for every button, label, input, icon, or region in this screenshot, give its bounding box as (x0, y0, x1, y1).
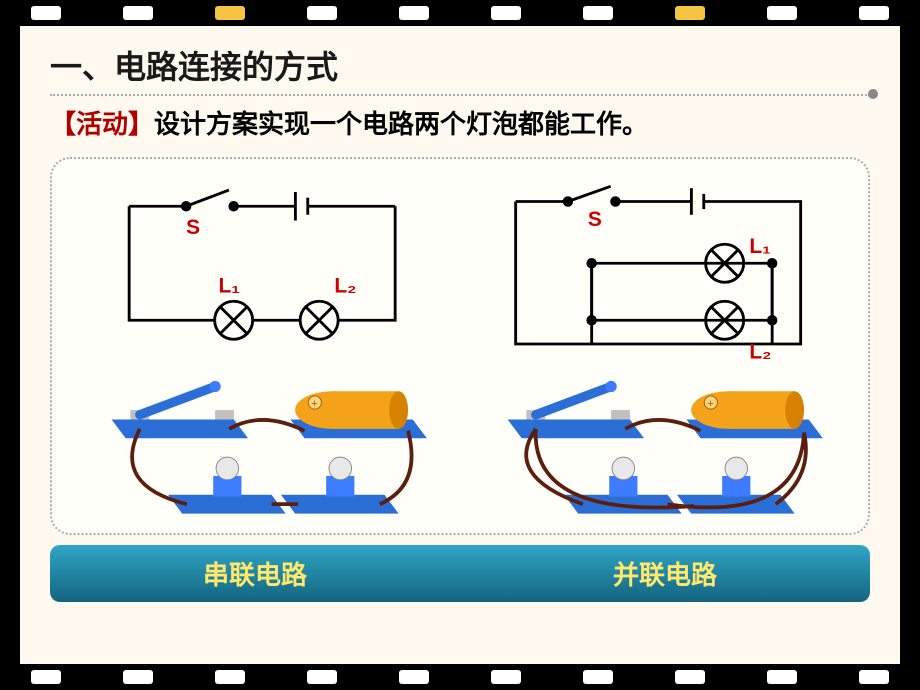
activity-text: 设计方案实现一个电路两个灯泡都能工作。 (154, 109, 648, 139)
activity-label: 【活动】 (50, 109, 154, 139)
switch-component (507, 381, 643, 438)
parallel-label: 并联电路 (613, 555, 717, 592)
parallel-schematic: S L₁ L₂ (476, 173, 840, 363)
activity-line: 【活动】设计方案实现一个电路两个灯泡都能工作。 (20, 96, 900, 149)
label-bar: 串联电路 并联电路 (50, 545, 870, 602)
film-strip-bottom (0, 664, 920, 690)
parallel-l2-label: L₂ (749, 340, 771, 363)
diagram-container: S L₁ L₂ (50, 157, 870, 535)
parallel-physical: + (476, 363, 840, 523)
series-l1-label: L₁ (218, 275, 239, 298)
series-schematic: S L₁ L₂ (80, 173, 444, 363)
series-l2-label: L₂ (334, 275, 356, 298)
switch-component (111, 381, 247, 438)
slide-content: 一、电路连接的方式 【活动】设计方案实现一个电路两个灯泡都能工作。 (20, 26, 900, 664)
series-label: 串联电路 (203, 555, 307, 592)
battery-component: + (686, 391, 822, 438)
page-title: 一、电路连接的方式 (20, 26, 900, 94)
svg-text:+: + (311, 398, 318, 410)
series-column: S L₁ L₂ (80, 173, 444, 523)
series-physical: + (80, 363, 444, 523)
film-strip-top (0, 0, 920, 26)
parallel-switch-label: S (588, 208, 602, 231)
title-divider (50, 94, 870, 96)
parallel-l1-label: L₁ (749, 235, 770, 258)
svg-text:+: + (707, 398, 714, 410)
parallel-column: S L₁ L₂ + (476, 173, 840, 523)
series-switch-label: S (186, 216, 200, 239)
